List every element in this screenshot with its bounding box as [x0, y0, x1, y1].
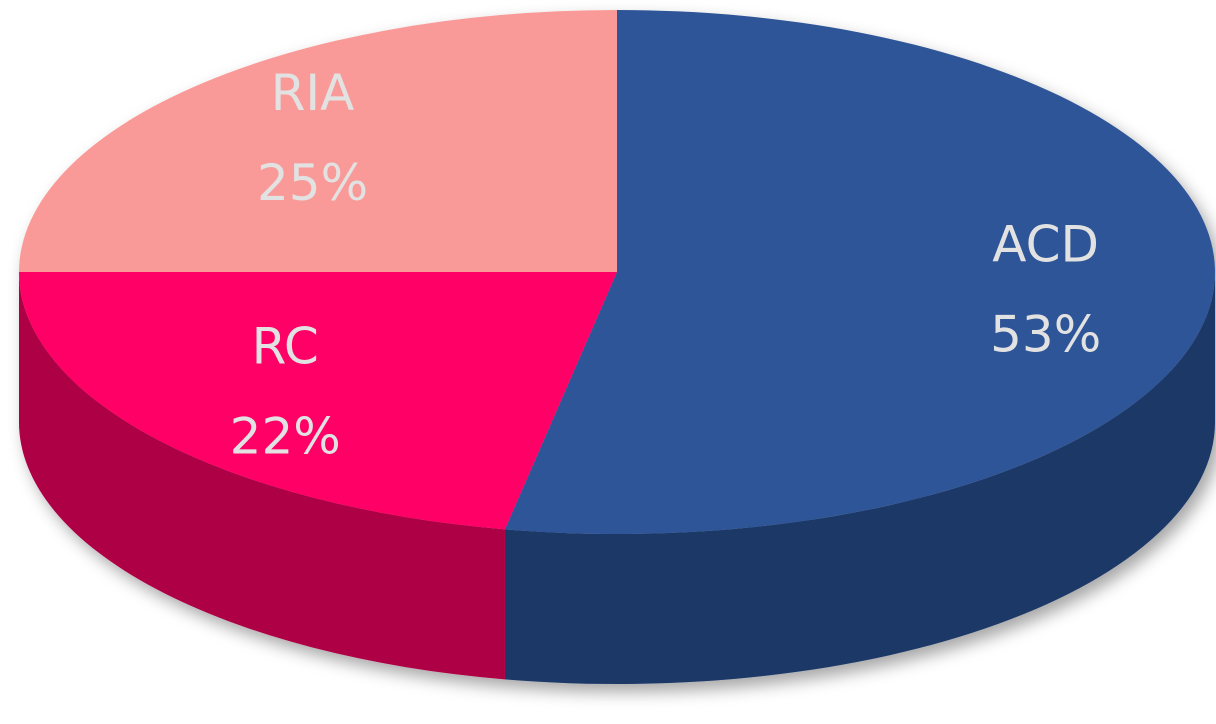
slice — [19, 10, 617, 272]
slice — [19, 272, 617, 530]
slice-category-label: RC — [252, 318, 319, 376]
slice-category-label: ACD — [992, 215, 1099, 273]
slice-side-shade — [504, 272, 1215, 684]
slice-value-label: 22% — [230, 408, 341, 466]
slice-category-label: RIA — [271, 64, 355, 122]
slice — [504, 10, 1216, 534]
pie — [19, 10, 1216, 684]
slice-side-shade — [19, 272, 505, 680]
slice-value-label: 53% — [990, 305, 1101, 363]
slice-value-label: 25% — [257, 154, 368, 212]
labels: ACD 53% RC 22% RIA 25% — [230, 64, 1102, 466]
